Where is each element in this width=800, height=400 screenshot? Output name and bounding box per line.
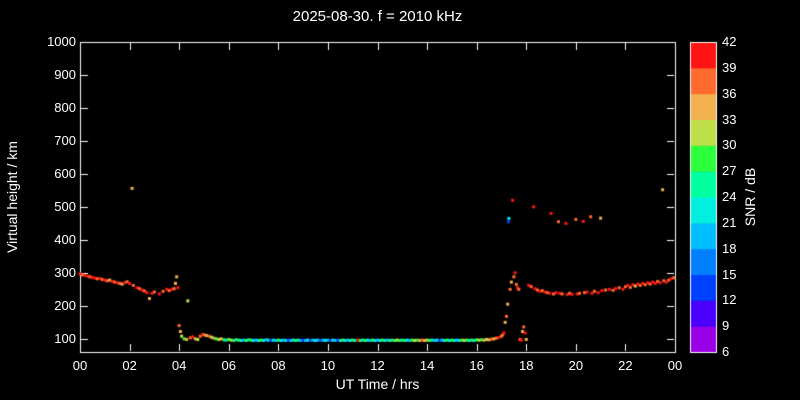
y-tick-label: 400 [54, 231, 76, 247]
x-tick-label: 18 [519, 358, 534, 373]
x-tick-label: 02 [122, 358, 137, 373]
y-tick-label: 200 [54, 297, 76, 313]
x-tick-label: 00 [667, 358, 683, 373]
y-tick-label: 700 [54, 132, 76, 148]
y-tick-label: 100 [54, 330, 76, 346]
colorbar-tick-label: 39 [722, 59, 737, 75]
x-axis-label: UT Time / hrs [335, 376, 420, 392]
x-tick-label: 04 [171, 358, 187, 373]
colorbar-tick-label: 12 [722, 292, 737, 308]
colorbar-tick-label: 9 [722, 318, 730, 334]
x-tick-label: 22 [618, 358, 633, 373]
colorbar-label: SNR / dB [742, 167, 758, 227]
x-tick-label: 16 [469, 358, 484, 373]
y-tick-label: 600 [54, 165, 76, 181]
colorbar-tick-label: 30 [722, 137, 737, 153]
y-tick-label: 800 [54, 99, 76, 115]
colorbar-tick-label: 33 [722, 111, 737, 127]
x-tick-label: 06 [221, 358, 236, 373]
colorbar-tick-label: 6 [722, 344, 730, 359]
x-tick-label: 10 [320, 358, 336, 373]
colorbar-tick-label: 27 [722, 163, 737, 179]
y-tick-label: 300 [54, 264, 76, 280]
colorbar-tick-label: 18 [722, 240, 737, 256]
y-tick-label: 500 [54, 198, 76, 214]
colorbar-tick-label: 21 [722, 214, 737, 230]
x-tick-label: 20 [568, 358, 584, 373]
x-tick-label: 14 [419, 358, 435, 373]
y-axis-label: Virtual height / km [4, 141, 20, 253]
y-tick-label: 1000 [47, 34, 76, 49]
colorbar-tick-label: 36 [722, 85, 737, 101]
colorbar-tick-label: 24 [722, 189, 737, 204]
x-tick-label: 08 [271, 358, 286, 373]
colorbar-tick-label: 15 [722, 266, 737, 282]
chart-title: 2025-08-30. f = 2010 kHz [292, 8, 463, 25]
y-tick-label: 900 [54, 66, 76, 82]
x-tick-label: 12 [370, 358, 385, 373]
colorbar-tick-label: 42 [722, 34, 737, 49]
x-tick-label: 00 [72, 358, 88, 373]
